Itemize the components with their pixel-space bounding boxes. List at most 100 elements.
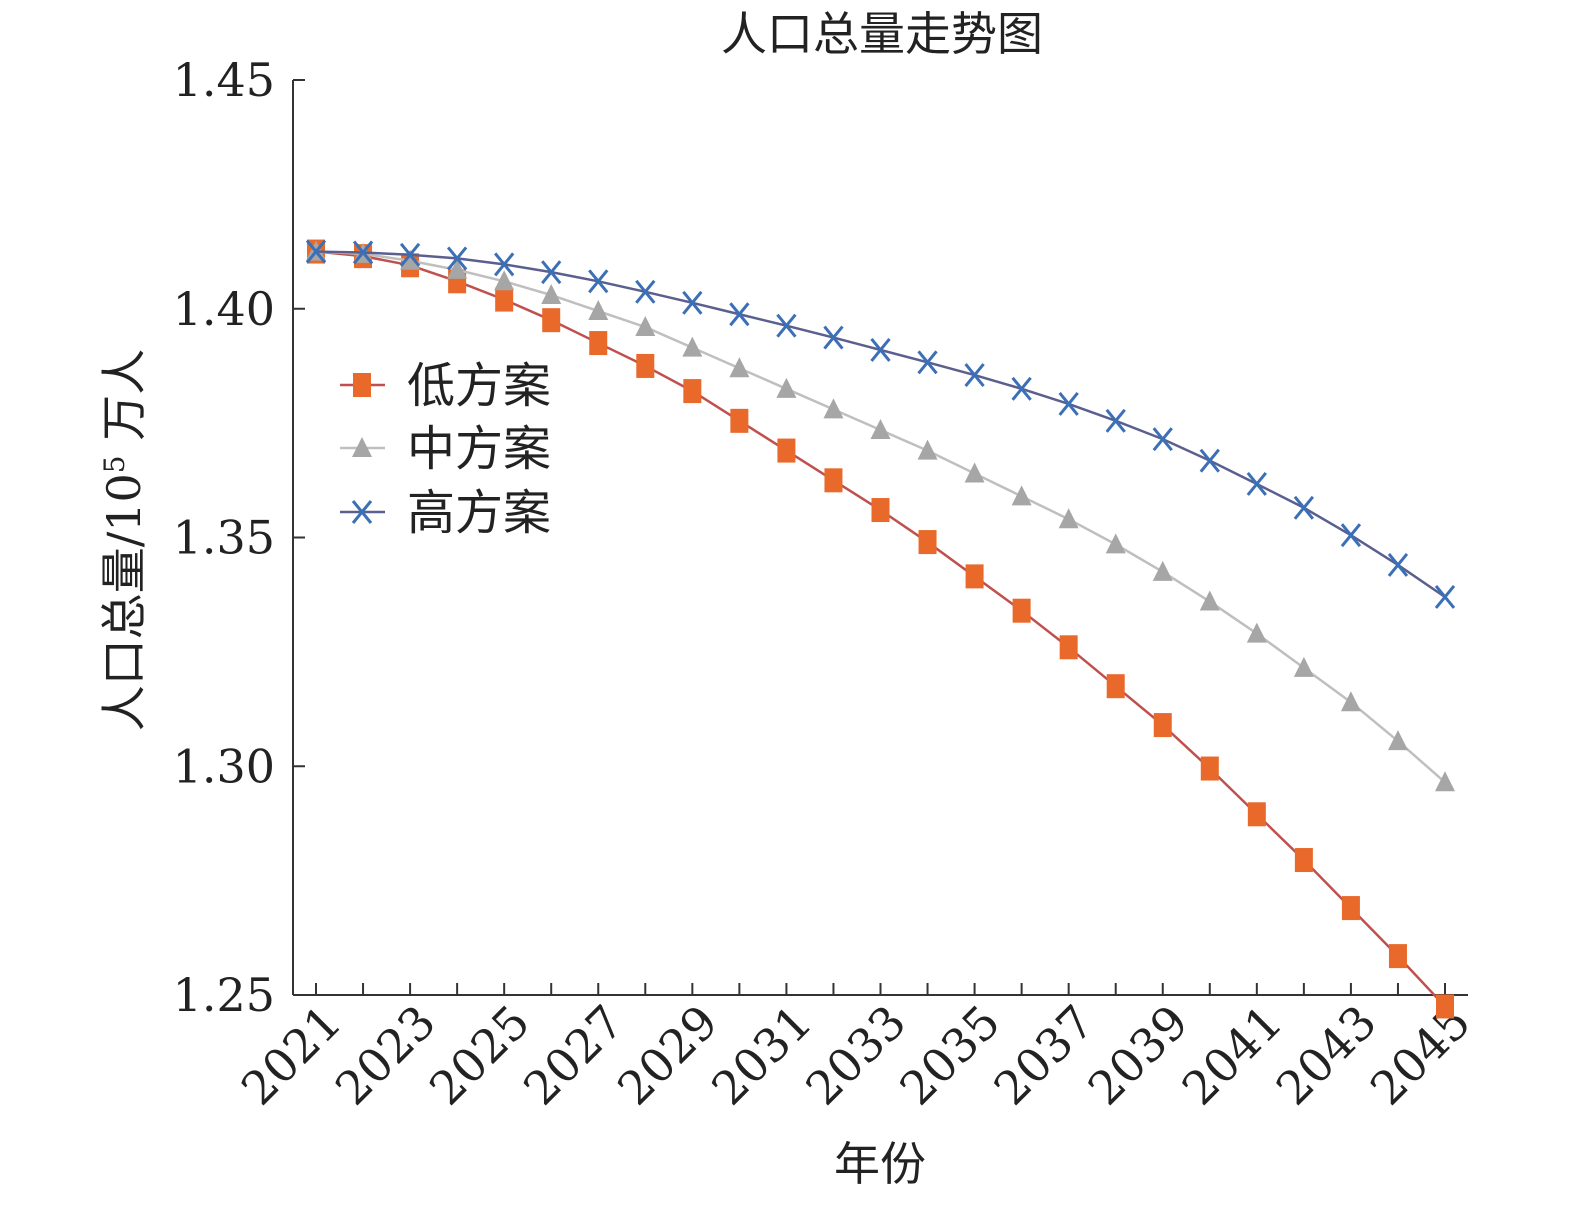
y-tick-label: 1.30 [173, 739, 275, 793]
data-point [352, 240, 374, 265]
x-tick-label: 2039 [1078, 995, 1199, 1116]
data-point [964, 462, 985, 483]
x-tick-label: 2025 [419, 995, 540, 1116]
data-point [870, 418, 891, 439]
data-point [1199, 448, 1220, 473]
data-point [823, 325, 844, 350]
data-point [964, 363, 985, 388]
y-tick-label: 1.45 [173, 53, 275, 107]
legend-label: 高方案 [407, 485, 551, 541]
data-point [1434, 585, 1456, 609]
data-point [1012, 598, 1031, 623]
data-point [824, 468, 843, 493]
data-point [1106, 674, 1125, 699]
data-point [588, 300, 609, 321]
x-tick-label: 2033 [795, 995, 916, 1116]
x-tick-label: 2035 [889, 995, 1010, 1116]
axes: 1.251.301.351.401.4520212023202520272029… [173, 53, 1481, 1116]
data-point [1435, 771, 1455, 792]
data-point [871, 498, 890, 523]
data-point [541, 260, 562, 285]
data-point [1246, 622, 1267, 643]
data-point [1293, 656, 1314, 677]
data-point [305, 239, 327, 264]
data-point [1058, 508, 1079, 529]
data-point [776, 377, 797, 398]
chart-title: 人口总量走势图 [721, 7, 1043, 61]
data-point [1388, 944, 1407, 969]
x-tick-label: 2037 [983, 995, 1104, 1116]
data-point [1247, 802, 1266, 827]
data-point [1293, 495, 1315, 520]
data-point [823, 398, 844, 419]
series-layer [305, 239, 1456, 1019]
data-point [446, 246, 468, 271]
x-axis-title: 年份 [834, 1137, 926, 1191]
data-point [1387, 730, 1408, 751]
x-tick-label: 2031 [701, 995, 822, 1116]
y-tick-label: 1.25 [173, 968, 275, 1022]
y-axis-title-suffix: 万人 [97, 349, 151, 456]
data-point [399, 242, 421, 267]
y-axis-title: 人口总量/105 万人 [97, 349, 151, 731]
data-point [494, 252, 515, 277]
y-tick-label: 1.40 [173, 282, 275, 336]
data-point [1152, 560, 1173, 581]
y-axis-title-superscript: 5 [98, 455, 131, 473]
x-tick-label: 2027 [513, 995, 634, 1116]
x-tick-label: 2043 [1266, 995, 1387, 1116]
x-tick-label: 2023 [325, 995, 446, 1116]
data-point [1200, 756, 1219, 781]
data-point [495, 287, 514, 312]
y-tick-label: 1.35 [173, 511, 275, 565]
data-point [1341, 896, 1360, 921]
data-point [729, 302, 750, 327]
data-point [682, 336, 703, 357]
data-point [1340, 523, 1362, 548]
series-x [305, 239, 1456, 609]
data-point [1387, 553, 1409, 577]
legend-marker [351, 500, 373, 524]
data-point [870, 337, 891, 362]
data-point [965, 564, 984, 589]
data-point [1011, 485, 1032, 506]
legend-item: 高方案 [340, 485, 551, 541]
data-point [588, 269, 609, 294]
data-point [542, 308, 561, 333]
legend-item: 低方案 [340, 358, 551, 414]
legend-label: 中方案 [407, 421, 551, 477]
legend-marker [352, 437, 372, 457]
data-point [400, 249, 421, 270]
data-point [1011, 376, 1032, 401]
data-point [777, 438, 796, 463]
data-point [636, 353, 655, 378]
data-point [1246, 472, 1267, 496]
data-point [447, 258, 468, 279]
series-square [307, 239, 1454, 1019]
data-point [1105, 408, 1126, 433]
x-tick-label: 2045 [1360, 995, 1481, 1116]
legend-label: 低方案 [407, 358, 551, 414]
data-point [1153, 713, 1172, 738]
data-point [776, 313, 797, 338]
data-point [635, 316, 656, 337]
data-point [730, 408, 749, 433]
legend-marker [353, 373, 371, 397]
data-point [729, 357, 750, 378]
x-tick-label: 2029 [607, 995, 728, 1116]
legend-item: 中方案 [340, 421, 551, 477]
data-point [541, 284, 562, 305]
data-point [635, 279, 656, 304]
data-point [1199, 590, 1220, 611]
data-point [1105, 533, 1126, 554]
data-point [917, 439, 938, 460]
data-point [1294, 848, 1313, 873]
data-point [683, 379, 702, 404]
x-tick-label: 2041 [1172, 995, 1293, 1116]
data-point [1152, 427, 1173, 452]
y-axis-title-prefix: 人口总量/10 [97, 473, 151, 731]
data-point [1058, 391, 1079, 416]
